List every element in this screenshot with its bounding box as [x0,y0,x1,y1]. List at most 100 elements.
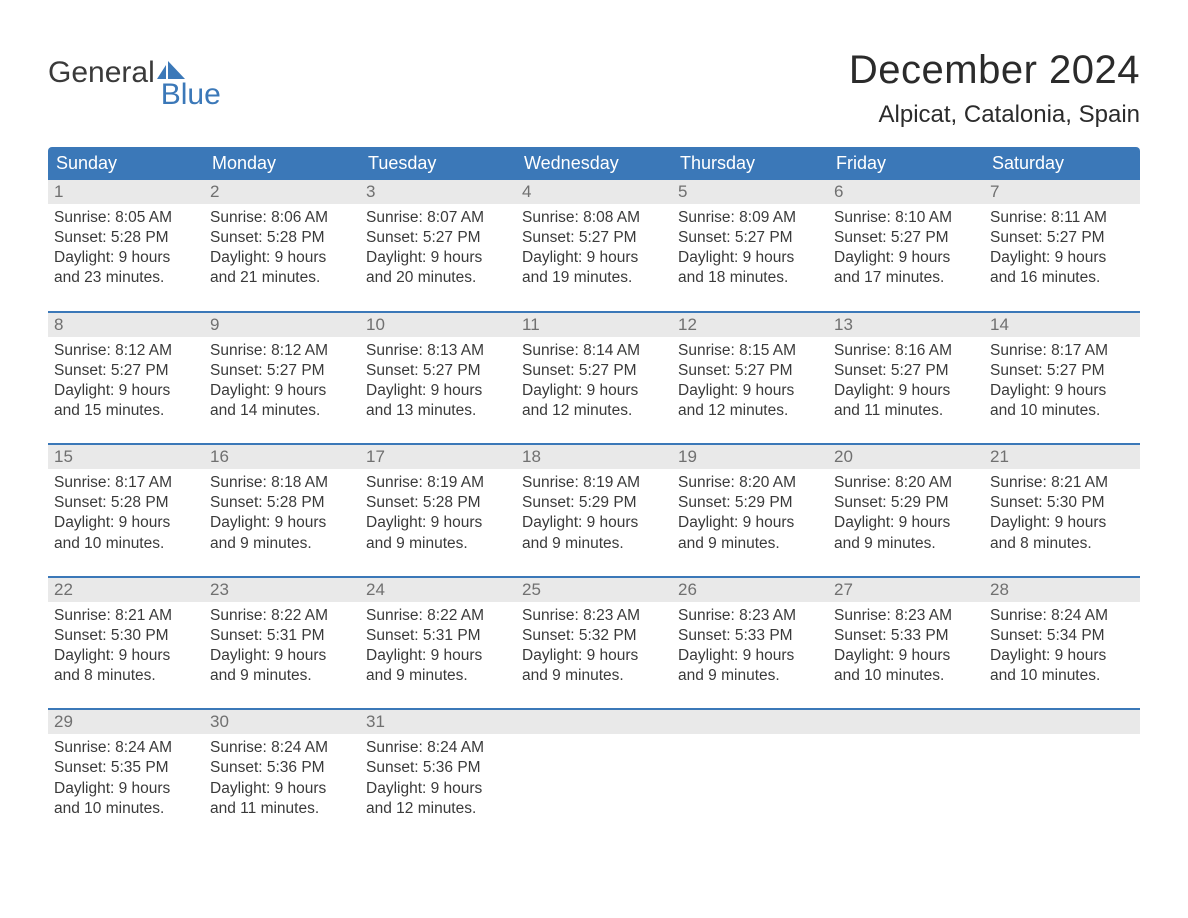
day-cell: Sunrise: 8:22 AMSunset: 5:31 PMDaylight:… [360,602,516,693]
day-number: 11 [516,313,672,337]
daylight-text: and 10 minutes. [990,401,1134,421]
sunrise-text: Sunrise: 8:23 AM [834,606,978,626]
sunset-text: Sunset: 5:27 PM [678,361,822,381]
day-cell [516,734,672,825]
daylight-text: Daylight: 9 hours [54,248,198,268]
daylight-text: and 10 minutes. [834,666,978,686]
daylight-text: Daylight: 9 hours [210,646,354,666]
day-number: 28 [984,578,1140,602]
day-number: 15 [48,445,204,469]
daylight-text: Daylight: 9 hours [678,513,822,533]
day-cell: Sunrise: 8:10 AMSunset: 5:27 PMDaylight:… [828,204,984,295]
daylight-text: and 9 minutes. [834,534,978,554]
sunrise-text: Sunrise: 8:17 AM [54,473,198,493]
sunset-text: Sunset: 5:27 PM [834,228,978,248]
day-cell: Sunrise: 8:19 AMSunset: 5:29 PMDaylight:… [516,469,672,560]
sunrise-text: Sunrise: 8:09 AM [678,208,822,228]
sunrise-text: Sunrise: 8:21 AM [990,473,1134,493]
daylight-text: Daylight: 9 hours [522,248,666,268]
daylight-text: and 14 minutes. [210,401,354,421]
sunrise-text: Sunrise: 8:14 AM [522,341,666,361]
daylight-text: Daylight: 9 hours [834,381,978,401]
day-number: 14 [984,313,1140,337]
location: Alpicat, Catalonia, Spain [849,101,1140,129]
daylight-text: and 9 minutes. [210,534,354,554]
daylight-text: and 12 minutes. [522,401,666,421]
daylight-text: Daylight: 9 hours [54,779,198,799]
sunset-text: Sunset: 5:36 PM [210,758,354,778]
sunrise-text: Sunrise: 8:13 AM [366,341,510,361]
month-title: December 2024 [849,48,1140,93]
sunrise-text: Sunrise: 8:21 AM [54,606,198,626]
day-number: 23 [204,578,360,602]
sunrise-text: Sunrise: 8:16 AM [834,341,978,361]
sunrise-text: Sunrise: 8:22 AM [210,606,354,626]
day-number: 21 [984,445,1140,469]
daylight-text: Daylight: 9 hours [678,646,822,666]
weekday-header: Tuesday [360,147,516,180]
week-row: 891011121314Sunrise: 8:12 AMSunset: 5:27… [48,311,1140,428]
day-number: 25 [516,578,672,602]
sunset-text: Sunset: 5:34 PM [990,626,1134,646]
sunset-text: Sunset: 5:33 PM [678,626,822,646]
sunset-text: Sunset: 5:27 PM [366,228,510,248]
daylight-text: Daylight: 9 hours [366,513,510,533]
sunrise-text: Sunrise: 8:24 AM [54,738,198,758]
day-number [672,710,828,734]
sunset-text: Sunset: 5:28 PM [210,493,354,513]
daylight-text: Daylight: 9 hours [366,646,510,666]
daylight-text: Daylight: 9 hours [210,381,354,401]
sunrise-text: Sunrise: 8:23 AM [678,606,822,626]
sunset-text: Sunset: 5:28 PM [210,228,354,248]
sunrise-text: Sunrise: 8:12 AM [54,341,198,361]
daylight-text: and 10 minutes. [54,799,198,819]
daylight-text: Daylight: 9 hours [678,381,822,401]
sunset-text: Sunset: 5:30 PM [990,493,1134,513]
sunset-text: Sunset: 5:28 PM [54,493,198,513]
daylight-text: Daylight: 9 hours [990,646,1134,666]
daylight-text: and 8 minutes. [990,534,1134,554]
sunset-text: Sunset: 5:27 PM [54,361,198,381]
day-cell: Sunrise: 8:23 AMSunset: 5:33 PMDaylight:… [828,602,984,693]
sunrise-text: Sunrise: 8:08 AM [522,208,666,228]
day-number: 29 [48,710,204,734]
logo-text-general: General [48,56,155,90]
daylight-text: and 9 minutes. [678,534,822,554]
sunrise-text: Sunrise: 8:11 AM [990,208,1134,228]
daylight-text: Daylight: 9 hours [522,381,666,401]
weekday-header-row: Sunday Monday Tuesday Wednesday Thursday… [48,147,1140,180]
day-number: 18 [516,445,672,469]
daylight-text: Daylight: 9 hours [522,646,666,666]
sunset-text: Sunset: 5:35 PM [54,758,198,778]
sunset-text: Sunset: 5:36 PM [366,758,510,778]
daylight-text: Daylight: 9 hours [834,513,978,533]
day-number: 13 [828,313,984,337]
daylight-text: Daylight: 9 hours [54,646,198,666]
day-number: 31 [360,710,516,734]
day-number: 4 [516,180,672,204]
day-cell: Sunrise: 8:24 AMSunset: 5:35 PMDaylight:… [48,734,204,825]
day-number: 17 [360,445,516,469]
sunset-text: Sunset: 5:30 PM [54,626,198,646]
day-number: 8 [48,313,204,337]
weekday-header: Thursday [672,147,828,180]
sunrise-text: Sunrise: 8:24 AM [366,738,510,758]
day-number: 9 [204,313,360,337]
day-number: 12 [672,313,828,337]
daylight-text: Daylight: 9 hours [210,513,354,533]
daylight-text: and 16 minutes. [990,268,1134,288]
daylight-text: and 20 minutes. [366,268,510,288]
daylight-text: and 21 minutes. [210,268,354,288]
daylight-text: and 12 minutes. [678,401,822,421]
day-cell: Sunrise: 8:17 AMSunset: 5:27 PMDaylight:… [984,337,1140,428]
daylight-text: Daylight: 9 hours [210,248,354,268]
day-number: 3 [360,180,516,204]
sunset-text: Sunset: 5:27 PM [678,228,822,248]
weekday-header: Monday [204,147,360,180]
sunset-text: Sunset: 5:27 PM [990,361,1134,381]
sunrise-text: Sunrise: 8:17 AM [990,341,1134,361]
sunrise-text: Sunrise: 8:19 AM [366,473,510,493]
daylight-text: Daylight: 9 hours [366,381,510,401]
day-cell: Sunrise: 8:14 AMSunset: 5:27 PMDaylight:… [516,337,672,428]
day-number: 30 [204,710,360,734]
